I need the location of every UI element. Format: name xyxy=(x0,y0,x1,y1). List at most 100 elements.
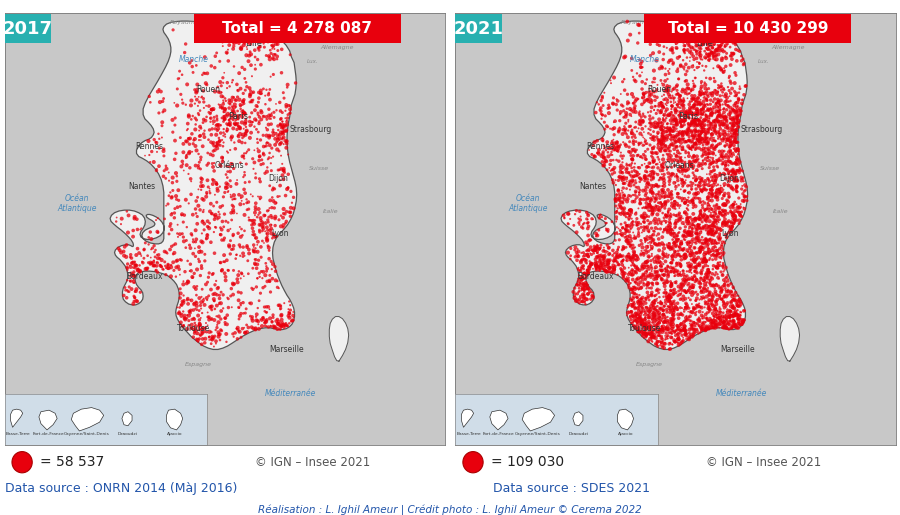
Point xyxy=(166,116,180,124)
Point xyxy=(726,129,741,138)
Point xyxy=(675,157,689,165)
Point xyxy=(673,62,688,71)
Point xyxy=(667,308,681,316)
Point xyxy=(276,89,291,97)
Point xyxy=(692,131,706,140)
Point xyxy=(255,156,269,164)
Point xyxy=(278,219,293,228)
Point xyxy=(686,153,700,162)
Point xyxy=(598,154,612,162)
Point xyxy=(652,48,667,56)
Point xyxy=(705,173,719,181)
Point xyxy=(685,119,699,128)
Point xyxy=(630,319,644,327)
Point xyxy=(645,332,660,340)
Point xyxy=(244,129,258,137)
Point xyxy=(653,98,668,107)
Point xyxy=(710,306,724,315)
Point xyxy=(706,181,721,189)
Point xyxy=(168,149,183,158)
Point xyxy=(653,341,668,349)
Point xyxy=(705,120,719,128)
Point xyxy=(725,160,740,168)
Point xyxy=(643,186,657,195)
Point xyxy=(705,321,719,330)
Point xyxy=(697,236,711,244)
Point xyxy=(685,104,699,112)
Point xyxy=(202,108,216,116)
Point xyxy=(659,84,673,92)
Point xyxy=(612,123,626,131)
Point xyxy=(677,324,691,333)
Point xyxy=(256,149,271,157)
Point xyxy=(704,150,718,158)
Point xyxy=(688,74,702,82)
Point xyxy=(635,304,650,312)
Point xyxy=(732,112,746,120)
Point xyxy=(687,303,701,312)
Point xyxy=(655,200,670,208)
Point xyxy=(581,222,596,230)
Point xyxy=(667,136,681,144)
Point xyxy=(646,169,661,178)
Point xyxy=(613,116,627,125)
Point xyxy=(570,281,584,289)
Point xyxy=(653,325,668,333)
Point xyxy=(600,138,615,146)
Point xyxy=(622,206,636,214)
Point xyxy=(120,207,134,215)
Point xyxy=(678,303,692,311)
Point xyxy=(656,250,670,259)
Point xyxy=(673,284,688,293)
Point xyxy=(657,123,671,131)
Point xyxy=(611,187,625,195)
Point xyxy=(238,39,252,47)
Point xyxy=(698,93,712,101)
Point xyxy=(654,129,669,138)
Point xyxy=(630,193,644,201)
Point xyxy=(708,192,723,200)
Point xyxy=(234,233,248,241)
Point xyxy=(637,174,652,182)
Point xyxy=(657,344,671,352)
Point xyxy=(667,316,681,324)
Point xyxy=(248,65,263,73)
Point xyxy=(730,302,744,311)
Point xyxy=(597,142,611,150)
Point xyxy=(635,294,650,302)
Point xyxy=(642,296,656,304)
Point xyxy=(730,306,744,314)
Point xyxy=(217,251,231,259)
Point xyxy=(700,273,715,282)
Point xyxy=(237,149,251,158)
Point xyxy=(662,215,677,223)
Point xyxy=(647,318,662,326)
Point xyxy=(674,327,688,335)
Point xyxy=(691,162,706,170)
Point xyxy=(208,191,222,199)
Point xyxy=(177,314,192,322)
Point xyxy=(651,164,665,172)
Point xyxy=(664,105,679,113)
Point xyxy=(670,270,685,278)
Point xyxy=(666,322,680,331)
Point xyxy=(594,152,608,160)
Point xyxy=(252,89,266,97)
Point xyxy=(643,167,657,176)
Point xyxy=(704,39,718,47)
Point xyxy=(696,160,710,168)
Point xyxy=(645,78,660,87)
Point xyxy=(694,55,708,63)
Point xyxy=(625,159,639,167)
Point xyxy=(709,307,724,315)
Point xyxy=(226,290,240,299)
Point xyxy=(675,146,689,154)
Point xyxy=(700,100,715,108)
Point xyxy=(580,285,594,293)
Point xyxy=(706,117,721,125)
Point xyxy=(631,281,645,289)
Point xyxy=(683,230,698,238)
Point xyxy=(700,40,715,48)
Point xyxy=(654,322,669,331)
Point xyxy=(626,258,640,266)
